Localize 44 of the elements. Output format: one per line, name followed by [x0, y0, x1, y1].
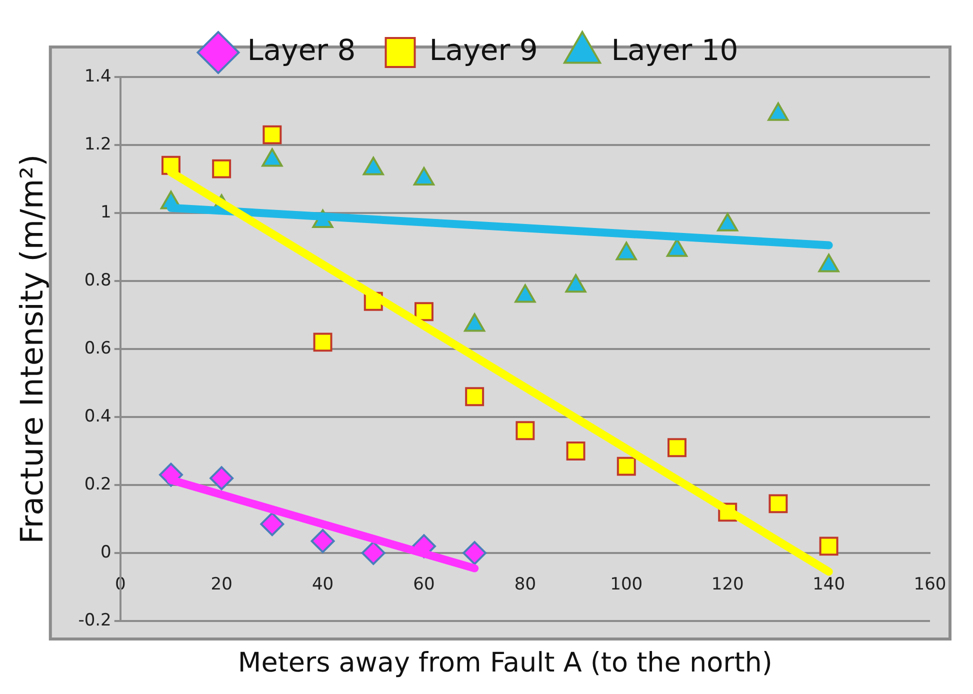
point [565, 274, 586, 293]
point [516, 421, 535, 440]
y-tick-label: 0 [100, 542, 112, 562]
point [462, 541, 487, 565]
point [310, 529, 335, 554]
legend-label: Layer 8 [247, 33, 356, 68]
point [717, 212, 738, 232]
x-axis-title: Meters away from Fault A (to the north) [238, 648, 772, 679]
point [262, 148, 283, 167]
point [210, 466, 234, 490]
x-tick-label: 140 [812, 574, 846, 595]
point [260, 512, 284, 536]
point [818, 254, 840, 272]
legend-label: Layer 10 [611, 33, 738, 68]
x-tick-label: 80 [514, 574, 536, 595]
y-tick-label: 1 [100, 202, 112, 222]
y-axis-title: Fracture Intensity (m/m²) [14, 154, 51, 544]
point [514, 284, 536, 303]
y-tick-label: 0.8 [84, 270, 112, 290]
y-tick-label: 0.2 [84, 474, 112, 494]
y-tick-label: 1.2 [84, 134, 112, 154]
legend-label: Layer 9 [429, 33, 538, 68]
y-tick-label: 1.4 [84, 66, 112, 86]
y-tick-label: 0.6 [84, 338, 112, 358]
point [819, 536, 838, 556]
point [768, 102, 789, 121]
point [465, 387, 484, 406]
x-tick-label: 100 [610, 574, 643, 595]
x-tick-label: 160 [914, 574, 946, 595]
point [616, 456, 636, 476]
point [361, 541, 386, 565]
x-tick-label: 60 [413, 574, 435, 595]
x-tick-label: 40 [312, 574, 334, 595]
point [413, 167, 435, 186]
point [616, 242, 637, 260]
point [768, 494, 788, 514]
point [668, 438, 686, 458]
point [566, 442, 586, 460]
point [464, 313, 486, 332]
point [362, 156, 384, 176]
x-tick-label: 20 [210, 574, 232, 595]
x-tick-label: 120 [711, 574, 744, 595]
y-tick-label: -0.2 [78, 610, 112, 630]
y-tick-label: 0.4 [84, 406, 112, 426]
